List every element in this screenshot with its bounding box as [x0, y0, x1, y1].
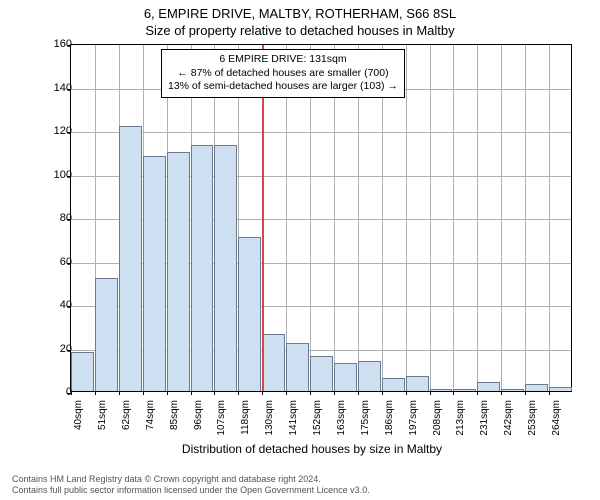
x-tick — [262, 391, 263, 395]
x-tick — [477, 391, 478, 395]
x-tick — [310, 391, 311, 395]
histogram-bar — [382, 378, 405, 391]
histogram-bar — [549, 387, 572, 391]
histogram-bar — [95, 278, 118, 391]
x-tick — [214, 391, 215, 395]
gridline-v — [525, 45, 526, 391]
gridline-v — [453, 45, 454, 391]
footer-attribution: Contains HM Land Registry data © Crown c… — [12, 474, 370, 497]
y-tick-label: 140 — [42, 82, 72, 94]
x-tick — [501, 391, 502, 395]
x-tick — [406, 391, 407, 395]
x-tick — [358, 391, 359, 395]
y-tick-label: 80 — [42, 212, 72, 224]
gridline-h — [71, 132, 571, 133]
gridline-v — [430, 45, 431, 391]
histogram-bar — [430, 389, 453, 391]
histogram-bar — [167, 152, 190, 391]
x-tick — [119, 391, 120, 395]
x-tick-label: 96sqm — [193, 400, 204, 450]
x-tick — [549, 391, 550, 395]
x-tick-label: 40sqm — [73, 400, 84, 450]
gridline-v — [549, 45, 550, 391]
histogram-bar — [71, 352, 94, 391]
x-tick — [167, 391, 168, 395]
x-tick-label: 163sqm — [336, 400, 347, 450]
x-tick-label: 51sqm — [97, 400, 108, 450]
x-tick-label: 197sqm — [408, 400, 419, 450]
x-tick — [382, 391, 383, 395]
plot-area: 6 EMPIRE DRIVE: 131sqm← 87% of detached … — [70, 44, 572, 392]
x-tick-label: 107sqm — [216, 400, 227, 450]
histogram-bar — [358, 361, 381, 391]
histogram-bar — [334, 363, 357, 391]
x-tick-label: 208sqm — [432, 400, 443, 450]
x-tick-label: 74sqm — [145, 400, 156, 450]
x-tick — [286, 391, 287, 395]
x-tick-label: 118sqm — [240, 400, 251, 450]
x-tick-label: 62sqm — [121, 400, 132, 450]
y-tick-label: 0 — [42, 386, 72, 398]
x-tick-label: 85sqm — [169, 400, 180, 450]
histogram-bar — [238, 237, 261, 391]
x-tick-label: 175sqm — [360, 400, 371, 450]
x-tick — [95, 391, 96, 395]
x-tick-label: 186sqm — [384, 400, 395, 450]
histogram-bar — [406, 376, 429, 391]
gridline-v — [477, 45, 478, 391]
histogram-bar — [191, 145, 214, 391]
histogram-bar — [525, 384, 548, 391]
x-tick-label: 213sqm — [455, 400, 466, 450]
x-tick-label: 264sqm — [551, 400, 562, 450]
histogram-bar — [286, 343, 309, 391]
y-tick-label: 100 — [42, 169, 72, 181]
x-tick-label: 152sqm — [312, 400, 323, 450]
annotation-box: 6 EMPIRE DRIVE: 131sqm← 87% of detached … — [161, 49, 405, 98]
x-tick — [430, 391, 431, 395]
x-tick — [334, 391, 335, 395]
x-tick-label: 141sqm — [288, 400, 299, 450]
x-tick — [238, 391, 239, 395]
x-tick-label: 130sqm — [264, 400, 275, 450]
histogram-bar — [119, 126, 142, 391]
footer-line-1: Contains HM Land Registry data © Crown c… — [12, 474, 370, 485]
annotation-line-3: 13% of semi-detached houses are larger (… — [168, 80, 398, 94]
histogram-bar — [214, 145, 237, 391]
x-tick-label: 231sqm — [479, 400, 490, 450]
y-tick-label: 60 — [42, 256, 72, 268]
x-tick — [191, 391, 192, 395]
title-sub: Size of property relative to detached ho… — [0, 21, 600, 38]
histogram-bar — [453, 389, 476, 391]
y-tick-label: 160 — [42, 38, 72, 50]
chart-container: Number of detached properties 6 EMPIRE D… — [42, 44, 582, 424]
histogram-bar — [143, 156, 166, 391]
histogram-bar — [310, 356, 333, 391]
x-tick — [525, 391, 526, 395]
x-tick — [453, 391, 454, 395]
annotation-line-2: ← 87% of detached houses are smaller (70… — [168, 67, 398, 81]
x-tick — [143, 391, 144, 395]
y-tick-label: 40 — [42, 299, 72, 311]
annotation-line-1: 6 EMPIRE DRIVE: 131sqm — [168, 53, 398, 67]
gridline-v — [501, 45, 502, 391]
histogram-bar — [477, 382, 500, 391]
gridline-v — [406, 45, 407, 391]
x-tick-label: 253sqm — [527, 400, 538, 450]
y-tick-label: 20 — [42, 343, 72, 355]
footer-line-2: Contains full public sector information … — [12, 485, 370, 496]
y-tick-label: 120 — [42, 125, 72, 137]
histogram-bar — [501, 389, 524, 391]
histogram-bar — [262, 334, 285, 391]
title-main: 6, EMPIRE DRIVE, MALTBY, ROTHERHAM, S66 … — [0, 0, 600, 21]
x-tick-label: 242sqm — [503, 400, 514, 450]
